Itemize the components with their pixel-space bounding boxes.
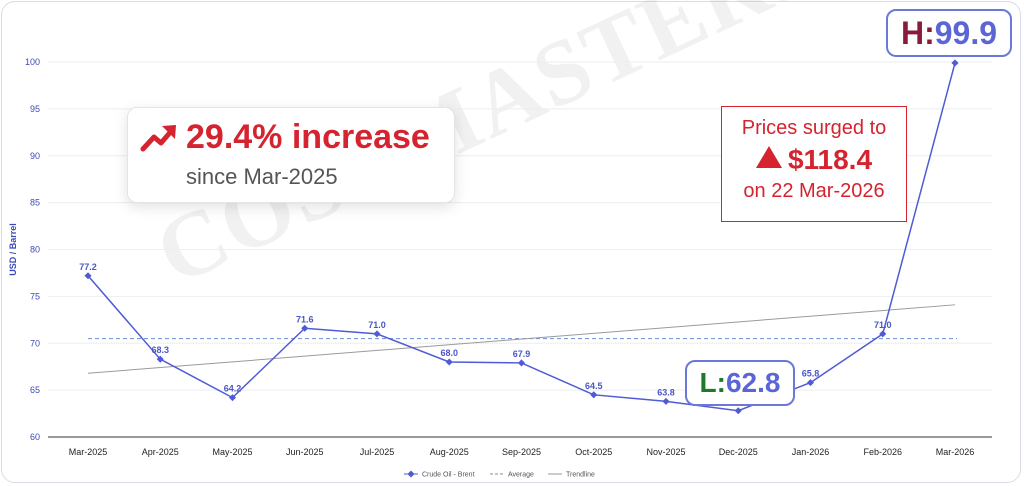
x-tick-label: May-2025: [212, 447, 252, 457]
data-label: 63.8: [657, 387, 675, 397]
data-label: 64.5: [585, 381, 603, 391]
x-tick-label: Nov-2025: [646, 447, 685, 457]
legend-label-series: Crude Oil - Brent: [422, 472, 475, 479]
high-badge: H:99.9: [886, 9, 1012, 57]
data-label: 71.0: [874, 320, 892, 330]
y-tick-label: 80: [30, 245, 40, 255]
data-point: [228, 394, 237, 402]
y-tick-label: 60: [30, 432, 40, 442]
x-tick-label: Aug-2025: [430, 447, 469, 457]
x-tick-label: Jul-2025: [360, 447, 395, 457]
data-point: [879, 330, 887, 338]
x-tick-label: Jan-2026: [792, 447, 830, 457]
low-key: L:: [699, 367, 726, 398]
x-tick-label: Jun-2025: [286, 447, 324, 457]
x-tick-label: Dec-2025: [719, 447, 758, 457]
x-tick-label: Feb-2026: [863, 447, 902, 457]
x-tick-label: Apr-2025: [142, 447, 179, 457]
y-axis-ticks: 60 65 70 75 80 85 90 95 100: [25, 57, 40, 442]
y-axis-label: USD / Barrel: [8, 223, 18, 276]
legend-marker-series: [407, 470, 415, 478]
y-tick-label: 95: [30, 104, 40, 114]
y-tick-label: 90: [30, 151, 40, 161]
data-label: 67.9: [513, 349, 531, 359]
x-tick-label: Sep-2025: [502, 447, 541, 457]
legend-label-trendline: Trendline: [566, 472, 595, 479]
x-axis-ticks: Mar-2025 Apr-2025 May-2025 Jun-2025 Jul-2025…: [69, 447, 975, 457]
high-value: 99.9: [934, 15, 998, 51]
data-point: [373, 330, 381, 338]
surge-date: on 22 Mar-2026: [743, 180, 885, 202]
y-tick-label: 70: [30, 338, 40, 348]
data-point: [734, 407, 742, 415]
increase-since: since Mar-2025: [186, 164, 338, 189]
y-tick-label: 100: [25, 57, 40, 67]
data-label: 65.8: [802, 369, 820, 379]
data-point: [301, 324, 309, 332]
surge-value: $118.4: [787, 144, 873, 175]
data-label: 77.2: [79, 262, 97, 272]
surge-line1: Prices surged to: [741, 117, 887, 139]
data-point: [156, 355, 164, 363]
triangle-up-icon: [755, 146, 782, 168]
low-value: 62.8: [725, 367, 781, 398]
data-point: [951, 59, 959, 67]
high-key: H:: [900, 15, 935, 51]
increase-callout: 29.4% increase since Mar-2025: [127, 107, 455, 203]
series-points: [84, 59, 959, 415]
x-tick-label: Mar-2026: [936, 447, 975, 457]
data-label: 71.6: [296, 314, 314, 324]
y-tick-label: 75: [30, 291, 40, 301]
legend-label-average: Average: [508, 472, 534, 479]
surge-value-row: $118.4: [722, 144, 906, 176]
increase-value: 29.4% increase: [186, 118, 430, 156]
x-tick-label: Oct-2025: [575, 447, 612, 457]
trendline: [87, 304, 956, 374]
data-point: [84, 272, 92, 280]
surge-callout: Prices surged to $118.4 on 22 Mar-2026: [721, 106, 907, 222]
data-label: 64.2: [224, 384, 242, 394]
data-point: [806, 379, 815, 387]
x-tick-label: Mar-2025: [69, 447, 108, 457]
trending-up-icon: [140, 125, 176, 152]
data-point: [590, 391, 598, 399]
data-point: [445, 358, 453, 366]
data-label: 68.0: [440, 348, 458, 358]
data-label: 68.3: [151, 345, 169, 355]
data-point: [662, 397, 670, 405]
data-label: 71.0: [368, 320, 386, 330]
y-tick-label: 85: [30, 198, 40, 208]
legend: Crude Oil - Brent Average Trendline: [404, 470, 595, 479]
y-tick-label: 65: [30, 385, 40, 395]
low-badge: L:62.8: [685, 360, 795, 406]
data-point: [517, 359, 526, 367]
data-labels: 77.2 68.3 64.2 71.6 71.0 68.0 67.9 64.5 63.8 65.8…: [79, 262, 891, 398]
